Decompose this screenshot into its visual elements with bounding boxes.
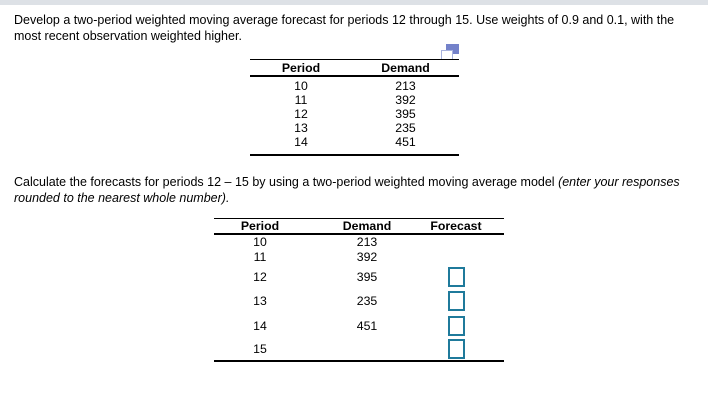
demand-cell: 395 — [356, 269, 378, 284]
table-body: 10 213 11 392 12 395 13 235 14 451 — [250, 77, 459, 149]
demand-cell: 392 — [356, 249, 378, 264]
demand-cell: 395 — [395, 107, 416, 121]
column-header-forecast: Forecast — [430, 219, 482, 233]
demand-cell: 235 — [356, 294, 378, 308]
instruction-text: Calculate the forecasts for periods 12 –… — [14, 174, 702, 206]
period-cell: 12 — [294, 107, 308, 121]
period-cell: 13 — [253, 294, 267, 308]
period-cell: 12 — [253, 269, 267, 284]
forecast-input-period-13[interactable] — [447, 291, 465, 311]
forecast-input-period-15[interactable] — [447, 339, 465, 359]
problem-statement: Develop a two-period weighted moving ave… — [14, 13, 675, 43]
period-cell: 13 — [294, 121, 308, 135]
demand-cell: 213 — [395, 79, 416, 93]
demand-cell: 451 — [356, 318, 378, 333]
period-cell: 14 — [253, 318, 267, 333]
instruction-italic: (enter your responses rounded to the nea… — [14, 175, 680, 205]
copy-icon-back-square — [446, 44, 459, 54]
forecast-cell — [428, 266, 484, 287]
forecast-input-period-14[interactable] — [447, 315, 465, 336]
table-header-row: Period Demand — [250, 60, 459, 77]
table-row: 10 213 — [250, 79, 459, 93]
period-cell: 10 — [253, 235, 267, 249]
column-header-demand: Demand — [381, 60, 430, 75]
table-row: 10 213 — [214, 235, 504, 249]
column-header-period: Period — [240, 219, 280, 233]
instruction-normal: Calculate the forecasts for periods 12 –… — [14, 175, 559, 189]
copy-table-icon[interactable] — [441, 44, 459, 60]
table-row: 11 392 — [250, 93, 459, 107]
demand-cell: 451 — [395, 135, 416, 149]
table-row: 13 235 — [214, 289, 504, 313]
table-row: 11 392 — [214, 249, 504, 264]
table-header-row: Period Demand Forecast — [214, 219, 504, 235]
forecast-input-period-12[interactable] — [447, 266, 465, 287]
period-cell: 14 — [294, 135, 308, 149]
demand-cell: 235 — [395, 121, 416, 135]
forecast-answer-table: Period Demand Forecast 10 213 11 392 12 … — [214, 218, 504, 362]
period-cell: 10 — [294, 79, 308, 93]
forecast-cell — [428, 339, 484, 359]
forecast-cell — [428, 315, 484, 336]
table-row: 14 451 — [214, 313, 504, 338]
period-cell: 15 — [253, 342, 267, 356]
forecast-cell — [428, 291, 484, 311]
table-row: 12 395 — [250, 107, 459, 121]
demand-data-table: Period Demand 10 213 11 392 12 395 13 23… — [250, 59, 459, 156]
demand-cell: 213 — [356, 235, 378, 249]
column-header-period: Period — [281, 60, 321, 75]
period-cell: 11 — [253, 249, 267, 264]
table-row: 13 235 — [250, 121, 459, 135]
table-row: 14 451 — [250, 135, 459, 149]
table-row: 12 395 — [214, 264, 504, 289]
column-header-demand: Demand — [342, 219, 392, 233]
table-row: 15 — [214, 338, 504, 360]
period-cell: 11 — [294, 93, 308, 107]
demand-cell: 392 — [395, 93, 416, 107]
window-top-edge — [0, 0, 708, 5]
